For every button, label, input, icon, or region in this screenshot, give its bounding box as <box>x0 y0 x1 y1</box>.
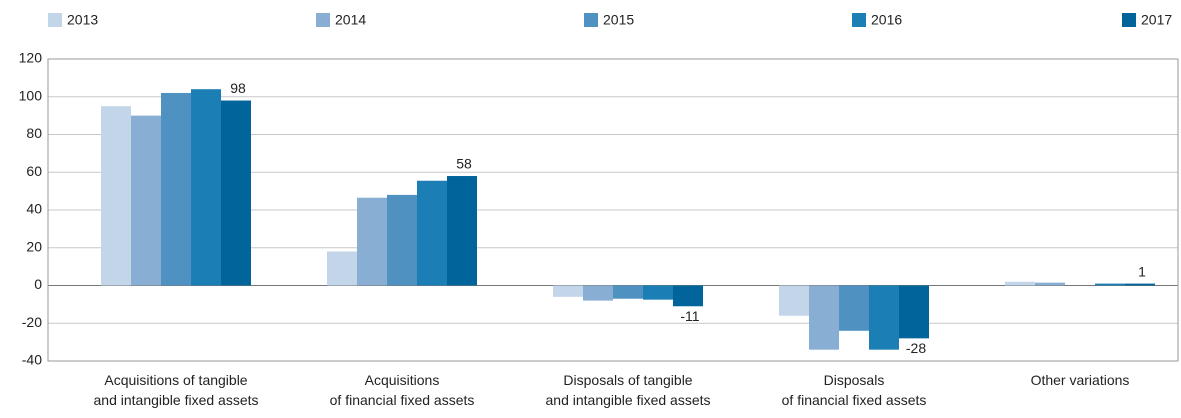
bar <box>417 180 447 286</box>
y-tick-label: -40 <box>22 352 42 368</box>
x-tick-line: of financial fixed assets <box>330 392 475 408</box>
legend-swatch <box>48 13 62 27</box>
x-tick-label: Disposals of financial fixed assets <box>782 372 927 408</box>
x-tick-line: and intangible fixed assets <box>94 392 259 408</box>
y-tick-label: 20 <box>26 238 42 254</box>
legend-label: 2014 <box>335 12 366 28</box>
bar <box>1095 283 1125 286</box>
legend-swatch <box>852 13 866 27</box>
legend-label: 2016 <box>871 12 902 28</box>
y-tick-label: 120 <box>19 50 43 66</box>
bar <box>673 285 703 307</box>
bar <box>1005 281 1035 286</box>
legend-swatch <box>584 13 598 27</box>
bar <box>553 285 583 297</box>
bar <box>899 285 929 339</box>
y-tick-label: 60 <box>26 163 42 179</box>
bar <box>869 285 899 350</box>
data-label: 58 <box>456 156 472 172</box>
bar <box>387 194 417 286</box>
x-tick-label: Acquisitions of tangible and intangible f… <box>94 372 259 408</box>
bar <box>161 92 191 286</box>
data-label: -28 <box>906 340 926 356</box>
bar <box>191 89 221 286</box>
legend-swatch <box>316 13 330 27</box>
bar <box>327 251 357 286</box>
x-tick-label: Acquisitions of financial fixed assets <box>330 372 475 408</box>
y-tick-label: 80 <box>26 125 42 141</box>
legend-label: 2017 <box>1141 12 1172 28</box>
y-tick-label: 100 <box>19 87 43 103</box>
x-tick-line: and intangible fixed assets <box>546 392 711 408</box>
y-tick-label: -20 <box>22 314 42 330</box>
bar <box>131 115 161 286</box>
bar <box>643 285 673 300</box>
bar <box>357 197 387 286</box>
bar <box>583 285 613 301</box>
x-tick-line: of financial fixed assets <box>782 392 927 408</box>
bar <box>839 285 869 331</box>
x-tick-label: Other variations <box>1031 372 1130 388</box>
x-tick-line: Acquisitions <box>365 372 440 388</box>
data-label: 1 <box>1138 263 1146 279</box>
bar <box>809 285 839 350</box>
bar <box>779 285 809 316</box>
legend-label: 2013 <box>67 12 98 28</box>
plot-border <box>47 58 1179 362</box>
bar <box>221 100 251 286</box>
legend-swatch <box>1122 13 1136 27</box>
bar <box>1125 283 1155 286</box>
data-label: -11 <box>680 308 699 324</box>
legend-label: 2015 <box>603 12 634 28</box>
bar <box>101 106 131 286</box>
y-tick-label: 0 <box>34 276 42 292</box>
x-tick-line: Acquisitions of tangible <box>104 372 247 388</box>
y-tick-label: 40 <box>26 201 42 217</box>
x-tick-line: Disposals of tangible <box>563 372 692 388</box>
data-label: 98 <box>230 80 246 96</box>
bar <box>613 285 643 299</box>
x-tick-label: Disposals of tangible and intangible fixe… <box>546 372 711 408</box>
x-tick-line: Other variations <box>1031 372 1130 388</box>
x-tick-line: Disposals <box>824 372 885 388</box>
bar <box>1035 282 1065 286</box>
bar <box>447 176 477 286</box>
